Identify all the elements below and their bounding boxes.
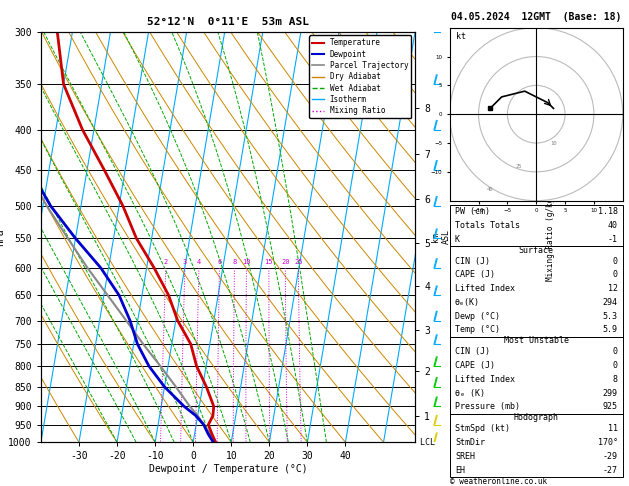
Text: Surface: Surface [519, 246, 554, 255]
Text: 8: 8 [232, 260, 237, 265]
Text: 12: 12 [608, 284, 618, 293]
Text: -29: -29 [603, 452, 618, 461]
Bar [450, 205, 623, 246]
Text: 15: 15 [265, 260, 273, 265]
Text: Hodograph: Hodograph [514, 414, 559, 422]
Text: K: K [455, 235, 460, 243]
Text: SREH: SREH [455, 452, 475, 461]
Text: 2: 2 [164, 260, 168, 265]
Text: 20: 20 [281, 260, 289, 265]
Text: 40: 40 [487, 187, 493, 191]
Text: 25: 25 [516, 164, 522, 169]
Text: CAPE (J): CAPE (J) [455, 270, 495, 279]
Text: 04.05.2024  12GMT  (Base: 18): 04.05.2024 12GMT (Base: 18) [451, 12, 621, 22]
X-axis label: Dewpoint / Temperature (°C): Dewpoint / Temperature (°C) [148, 464, 308, 474]
Text: kt: kt [455, 32, 465, 41]
Text: 294: 294 [603, 298, 618, 307]
Text: 4: 4 [197, 260, 201, 265]
Text: © weatheronline.co.uk: © weatheronline.co.uk [450, 476, 547, 486]
Text: PW (cm): PW (cm) [455, 207, 490, 216]
Text: 0: 0 [613, 347, 618, 356]
Text: Dewp (°C): Dewp (°C) [455, 312, 500, 321]
Text: 40: 40 [608, 221, 618, 230]
Text: θₑ(K): θₑ(K) [455, 298, 480, 307]
Text: 5.9: 5.9 [603, 326, 618, 334]
Text: 925: 925 [603, 402, 618, 412]
Text: 299: 299 [603, 389, 618, 398]
Text: 0: 0 [613, 270, 618, 279]
Text: StmSpd (kt): StmSpd (kt) [455, 424, 510, 434]
Text: Totals Totals: Totals Totals [455, 221, 520, 230]
Text: Lifted Index: Lifted Index [455, 284, 515, 293]
Y-axis label: hPa: hPa [0, 228, 6, 246]
Text: 10: 10 [242, 260, 251, 265]
Text: -1: -1 [608, 235, 618, 243]
Bar [450, 337, 623, 414]
Text: Lifted Index: Lifted Index [455, 375, 515, 384]
Legend: Temperature, Dewpoint, Parcel Trajectory, Dry Adiabat, Wet Adiabat, Isotherm, Mi: Temperature, Dewpoint, Parcel Trajectory… [309, 35, 411, 118]
Y-axis label: km
ASL: km ASL [431, 229, 451, 244]
Text: Pressure (mb): Pressure (mb) [455, 402, 520, 412]
Text: -27: -27 [603, 466, 618, 475]
Text: 0: 0 [613, 361, 618, 370]
Text: 52°12'N  0°11'E  53m ASL: 52°12'N 0°11'E 53m ASL [147, 17, 309, 27]
Text: θₑ (K): θₑ (K) [455, 389, 485, 398]
Text: 1.18: 1.18 [598, 207, 618, 216]
Text: Temp (°C): Temp (°C) [455, 326, 500, 334]
Text: StmDir: StmDir [455, 438, 485, 447]
Text: 8: 8 [613, 375, 618, 384]
Text: 170°: 170° [598, 438, 618, 447]
Text: 11: 11 [608, 424, 618, 434]
Text: Mixing Ratio (g/kg): Mixing Ratio (g/kg) [546, 193, 555, 281]
Text: 10: 10 [550, 140, 557, 145]
Text: CIN (J): CIN (J) [455, 347, 490, 356]
Text: CIN (J): CIN (J) [455, 257, 490, 266]
Text: 3: 3 [183, 260, 187, 265]
Bar [450, 414, 623, 477]
Text: 6: 6 [218, 260, 221, 265]
Text: Most Unstable: Most Unstable [504, 336, 569, 346]
Text: EH: EH [455, 466, 465, 475]
Bar [450, 246, 623, 337]
Text: CAPE (J): CAPE (J) [455, 361, 495, 370]
Text: LCL: LCL [415, 438, 435, 447]
Text: 0: 0 [613, 257, 618, 266]
Text: 5.3: 5.3 [603, 312, 618, 321]
Text: 25: 25 [294, 260, 303, 265]
